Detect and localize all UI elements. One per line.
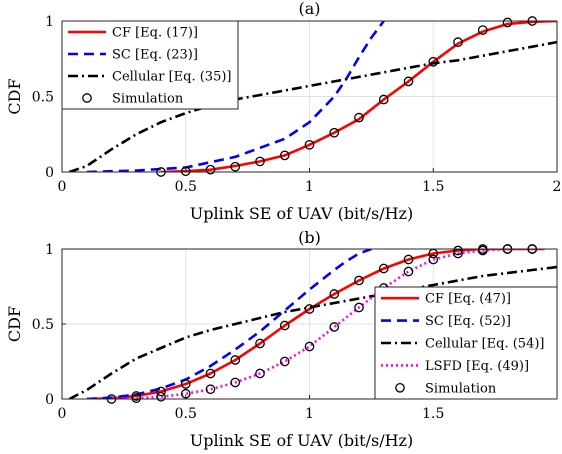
- simulation-marker: [403, 266, 414, 277]
- simulation-marker: [329, 289, 340, 299]
- legend: CF [Eq. (17)] SC [Eq. (23)] Cellular [Eq. …: [61, 20, 239, 110]
- series-line: [68, 265, 557, 399]
- simulation-marker: [205, 368, 216, 379]
- simulation-marker: [304, 341, 315, 352]
- simulation-marker: [428, 254, 439, 265]
- series-line: [86, 21, 385, 172]
- simulation-marker: [131, 391, 142, 401]
- legend-label: LSFD [Eq. (49)]: [425, 359, 529, 374]
- simulation-marker: [354, 302, 364, 313]
- legend-label: Simulation: [112, 92, 184, 107]
- simulation-marker: [156, 386, 166, 397]
- simulation-marker: [378, 263, 389, 274]
- simulation-marker: [403, 254, 414, 265]
- legend-label: Cellular [Eq. (35)]: [112, 70, 232, 85]
- x-tick-label: 1.5: [422, 179, 444, 195]
- legend-label: CF [Eq. (17)]: [112, 26, 198, 41]
- simulation-marker: [279, 150, 290, 161]
- simulation-marker: [230, 377, 241, 388]
- legend-label: Simulation: [425, 381, 497, 396]
- simulation-marker: [180, 379, 191, 389]
- simulation-marker: [354, 112, 364, 123]
- simulation-marker: [453, 245, 463, 256]
- series-line: [68, 40, 557, 172]
- y-tick-label: 0.5: [32, 317, 54, 333]
- x-tick-label: 1: [305, 179, 314, 195]
- y-axis-label: CDF: [5, 78, 24, 114]
- x-tick-label: 1: [305, 406, 314, 422]
- x-tick-label: 2: [553, 179, 562, 195]
- simulation-marker: [428, 56, 439, 67]
- simulation-marker: [329, 127, 340, 138]
- series-line: [160, 21, 557, 172]
- y-axis-label: CDF: [5, 306, 24, 342]
- simulation-marker: [477, 25, 488, 35]
- x-tick-label: 0.5: [175, 406, 197, 422]
- x-axis-label: Uplink SE of UAV (bit/s/Hz): [190, 204, 413, 223]
- simulation-marker: [304, 139, 315, 150]
- simulation-marker: [180, 166, 191, 177]
- panel-a: (a) 0 0.5 1 1.5 2 0 0.5 1 Uplink SE of UAV (bit/s…: [5, 0, 561, 223]
- y-tick-label: 1: [45, 242, 54, 258]
- x-tick-label: 0: [58, 406, 67, 422]
- legend-marker: [82, 93, 92, 103]
- legend-box: [61, 20, 239, 110]
- simulation-marker: [502, 17, 513, 28]
- simulation-marker: [255, 368, 265, 379]
- simulation-marker: [403, 76, 414, 87]
- y-tick-label: 0: [45, 392, 54, 408]
- panel-b: (b) 0 0.5 1 1.5 0 0.5 1 Uplink SE of UAV (bit/s/…: [5, 228, 558, 450]
- simulation-marker: [230, 355, 241, 365]
- series-line: [86, 249, 372, 399]
- simulation-marker: [304, 304, 315, 314]
- x-axis-label: Uplink SE of UAV (bit/s/Hz): [190, 431, 413, 450]
- simulation-marker: [205, 164, 216, 175]
- x-tick-label: 0.5: [175, 179, 197, 195]
- simulation-marker: [230, 161, 241, 172]
- y-tick-label: 0.5: [32, 90, 54, 106]
- simulation-marker: [156, 391, 166, 402]
- simulation-marker: [279, 356, 290, 367]
- simulation-marker: [329, 322, 340, 332]
- x-tick-label: 0: [58, 179, 67, 195]
- panel-title: (a): [298, 0, 320, 18]
- series-line: [111, 249, 545, 399]
- y-tick-label: 0: [45, 165, 54, 181]
- simulation-marker: [453, 37, 463, 47]
- legend-label: SC [Eq. (23)]: [112, 48, 198, 63]
- simulation-marker: [354, 275, 364, 286]
- simulation-marker: [255, 338, 265, 349]
- simulation-marker: [255, 156, 265, 167]
- legend-label: CF [Eq. (47)]: [425, 292, 511, 307]
- simulation-marker: [378, 94, 389, 105]
- x-tick-label: 1.5: [422, 406, 444, 422]
- simulation-marker: [205, 384, 216, 395]
- simulation-marker: [279, 320, 290, 331]
- legend-marker: [395, 382, 405, 393]
- y-tick-label: 1: [45, 14, 54, 30]
- panel-title: (b): [298, 228, 321, 247]
- legend-label: SC [Eq. (52)]: [425, 314, 511, 329]
- legend: CF [Eq. (47)] SC [Eq. (52)] Cellular [Eq. …: [374, 286, 558, 400]
- legend-label: Cellular [Eq. (54)]: [425, 337, 545, 352]
